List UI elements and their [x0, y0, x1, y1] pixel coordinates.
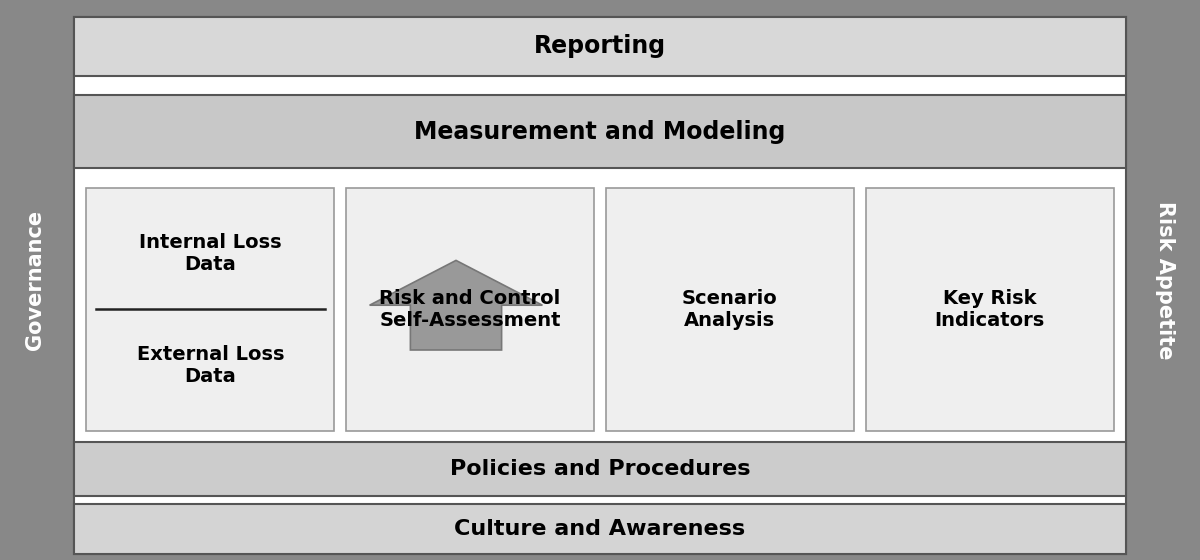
Bar: [86, 188, 334, 431]
Text: Governance: Governance: [25, 210, 44, 350]
Text: Culture and Awareness: Culture and Awareness: [455, 519, 745, 539]
Bar: [74, 504, 1126, 554]
Bar: [74, 17, 1126, 554]
Bar: [74, 442, 1126, 496]
Bar: [606, 188, 853, 431]
Text: Risk and Control
Self-Assessment: Risk and Control Self-Assessment: [379, 289, 560, 330]
Bar: [74, 95, 1126, 168]
Text: External Loss
Data: External Loss Data: [137, 345, 284, 386]
Text: Reporting: Reporting: [534, 34, 666, 58]
Bar: [866, 188, 1114, 431]
Text: Risk Appetite: Risk Appetite: [1156, 200, 1175, 360]
Text: Measurement and Modeling: Measurement and Modeling: [414, 120, 786, 143]
Text: Key Risk
Indicators: Key Risk Indicators: [935, 289, 1045, 330]
Bar: [347, 188, 594, 431]
Text: Internal Loss
Data: Internal Loss Data: [139, 233, 282, 274]
Text: Scenario
Analysis: Scenario Analysis: [682, 289, 778, 330]
Polygon shape: [370, 260, 542, 350]
Text: Policies and Procedures: Policies and Procedures: [450, 459, 750, 479]
Bar: [74, 17, 1126, 76]
